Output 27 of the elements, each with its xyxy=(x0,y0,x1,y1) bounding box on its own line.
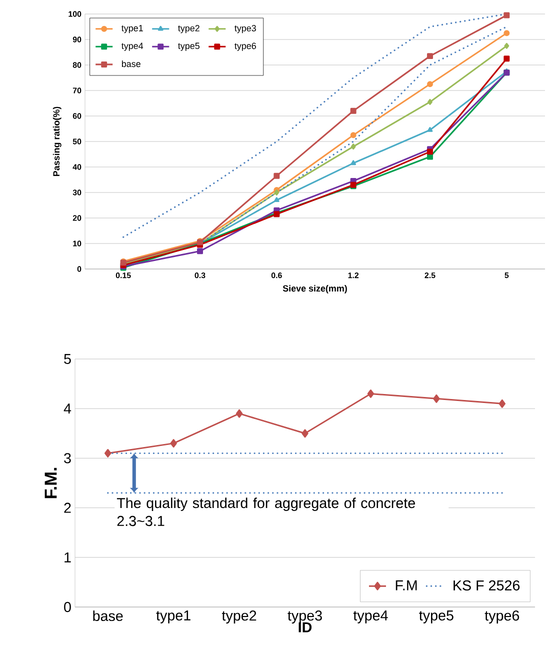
legend-label: base xyxy=(122,60,140,68)
legend-label: type6 xyxy=(234,42,256,51)
x-axis-title: Sieve size(mm) xyxy=(282,285,347,294)
legend-label: type3 xyxy=(234,25,256,34)
legend-label: type1 xyxy=(122,25,143,34)
y-axis-title: Passing ratio(%) xyxy=(52,106,62,176)
y-tick-label: 5 xyxy=(64,354,71,364)
x-tick-label: type4 xyxy=(353,610,388,624)
x-tick-label: type2 xyxy=(222,610,256,624)
y-tick-label: 2 xyxy=(64,502,71,513)
legend-label: type5 xyxy=(178,42,200,51)
y-tick-label: 1 xyxy=(64,552,71,562)
legend-label: KS F 2526 xyxy=(454,580,520,590)
x-tick-label: type5 xyxy=(419,610,454,624)
y-tick-label: 0 xyxy=(64,602,71,612)
y-axis-title: F.M. xyxy=(44,468,57,498)
y-tick-label: 4 xyxy=(64,404,72,414)
x-tick-label: type1 xyxy=(156,610,190,624)
x-tick-label: type3 xyxy=(288,610,322,624)
legend-label: F.M xyxy=(396,580,417,590)
x-tick-label: type6 xyxy=(484,610,520,624)
x-axis-title: ID xyxy=(298,622,312,632)
annotation: The quality standard for aggregate of concrete 2.3~3.1 xyxy=(116,498,415,526)
legend-label: type2 xyxy=(178,25,200,34)
x-tick-label: base xyxy=(93,610,123,622)
y-tick-label: 3 xyxy=(64,453,71,464)
legend-label: type4 xyxy=(122,42,144,51)
